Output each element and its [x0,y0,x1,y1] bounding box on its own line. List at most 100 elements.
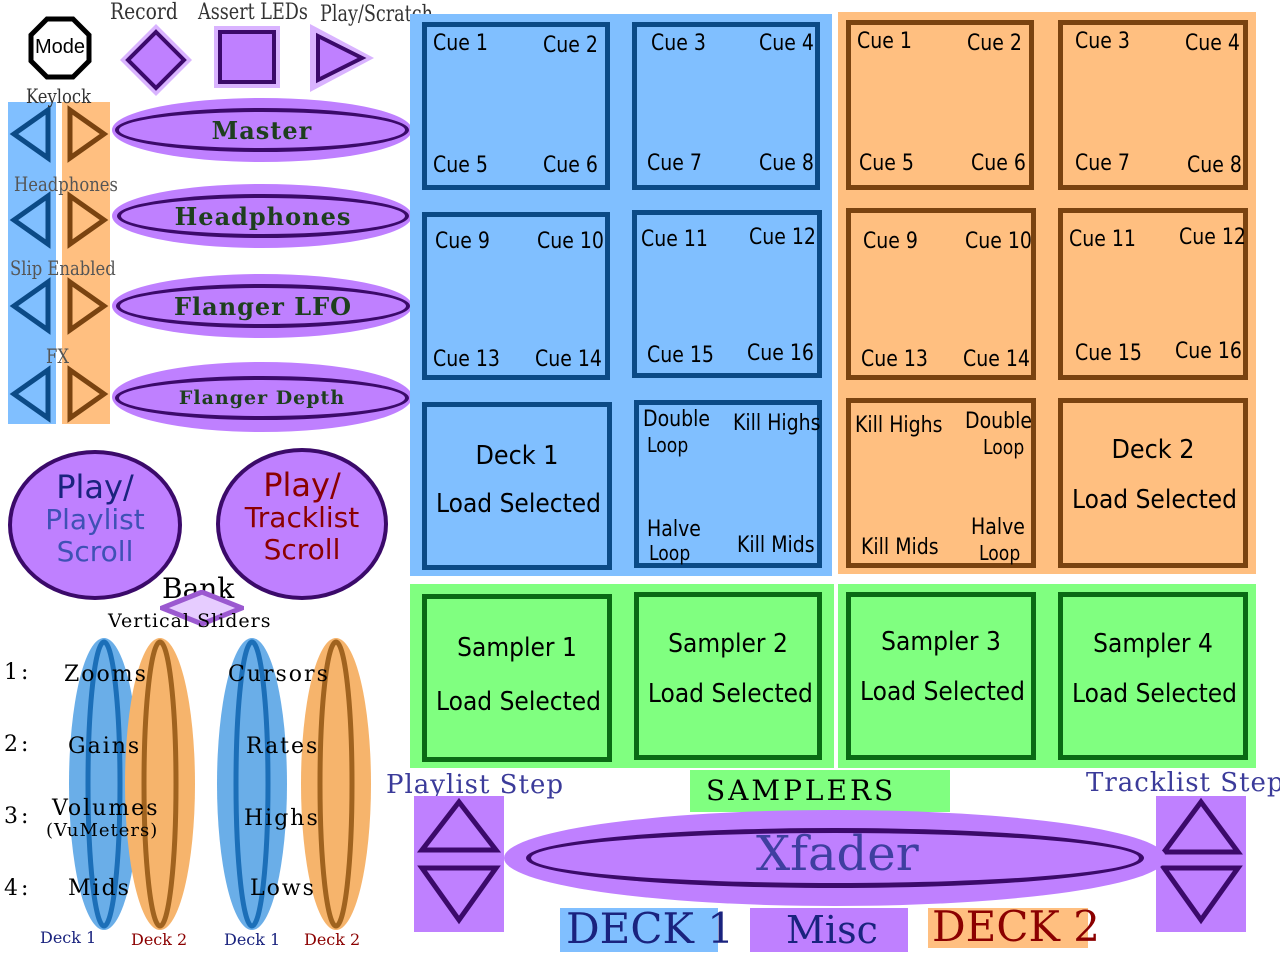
double-label: Double [965,409,1033,434]
sampler-4-line1: Sampler 4 [1093,629,1213,659]
cue-label: Cue 9 [435,229,490,254]
flanger-lfo-label: Flanger LFO [173,291,353,321]
flanger-depth-label: Flanger Depth [178,387,346,409]
play-right-line1: Play/ [263,466,341,504]
deck2-pad-cue-1-6[interactable]: Cue 1 Cue 2 Cue 5 Cue 6 [846,20,1034,190]
cue-label: Cue 2 [543,33,598,58]
cue-label: Cue 9 [863,229,918,254]
slip-left-arrow-icon [9,277,51,335]
sampler-1-pad[interactable]: Sampler 1 Load Selected [422,594,612,762]
cue-label: Cue 15 [647,343,714,368]
play-playlist-scroll-button[interactable]: Play/ Playlist Scroll [8,450,182,600]
cue-label: Cue 11 [1069,227,1136,252]
play-tracklist-scroll-button[interactable]: Play/ Tracklist Scroll [216,448,388,600]
sampler-4-pad[interactable]: Sampler 4 Load Selected [1058,592,1248,760]
slider-mids[interactable]: Mids [68,876,131,901]
sampler-2-pad[interactable]: Sampler 2 Load Selected [634,592,822,760]
bank-diamond-icon[interactable] [160,590,244,626]
slider-cursors[interactable]: Cursors [228,662,330,687]
deck2-pad-cue-9-14[interactable]: Cue 9 Cue 10 Cue 13 Cue 14 [846,208,1036,380]
flanger-depth-knob[interactable]: Flanger Depth [112,362,412,432]
headphones-knob[interactable]: Headphones [112,184,412,248]
play-left-line3: Scroll [56,535,134,568]
tracklist-step-buttons[interactable] [1156,796,1246,932]
slider-deck1-caption-b: Deck 1 [224,930,281,949]
samplers-label-box [690,770,950,812]
deck1-pad-area [410,14,832,576]
deck2-pad-cue-11-16[interactable]: Cue 11 Cue 12 Cue 15 Cue 16 [1058,208,1248,380]
deck1-pad-cue-11-16[interactable]: Cue 11 Cue 12 Cue 15 Cue 16 [632,210,822,378]
mode-button[interactable]: Mode [28,16,92,80]
kill-mids-label: Kill Mids [737,533,815,558]
headphones-right-arrow-icon [67,191,109,249]
kill-highs-label: Kill Highs [733,411,821,436]
cue-label: Cue 13 [861,347,928,372]
fx-label: FX [46,344,70,368]
cue-label: Cue 5 [859,151,914,176]
sampler-3-line1: Sampler 3 [881,627,1001,657]
master-knob[interactable]: Master [112,98,412,162]
cue-label: Cue 11 [641,227,708,252]
playlist-step-buttons[interactable] [414,796,504,932]
cue-label: Cue 16 [1175,339,1242,364]
halve-label: Halve [971,515,1025,540]
cue-label: Cue 12 [1179,225,1246,250]
slider-deck2-caption-b: Deck 2 [304,930,361,949]
deck2-loop-pad[interactable]: Kill Highs Double Loop Kill Mids Halve L… [846,398,1036,568]
deck1-pad-cue-3-8[interactable]: Cue 3 Cue 4 Cue 7 Cue 8 [632,22,820,190]
xfader-track [526,828,1144,888]
deck2-pad-cue-3-8[interactable]: Cue 3 Cue 4 Cue 7 Cue 8 [1058,20,1248,190]
cue-label: Cue 8 [1187,153,1242,178]
double-loop-label: Loop [983,435,1025,459]
headphones-left-arrow-icon [9,191,51,249]
tracklist-step-label: Tracklist Step [1086,768,1280,798]
play-right-line2: Tracklist [244,501,360,534]
keylock-left-arrow-icon [9,105,51,163]
play-triangle-icon[interactable] [306,22,376,94]
deck1-loop-pad[interactable]: Double Loop Kill Highs Halve Loop Kill M… [634,400,822,568]
headphones-knob-label: Headphones [174,201,352,231]
deck1-pad-cue-1-6[interactable]: Cue 1 Cue 2 Cue 5 Cue 6 [422,22,610,190]
slider-zooms[interactable]: Zooms [64,662,148,687]
deck2-load-selected-pad[interactable]: Deck 2 Load Selected [1058,398,1248,568]
cue-label: Cue 14 [535,347,602,372]
record-diamond-icon[interactable] [118,22,194,98]
legend-misc-label: Misc [786,908,878,952]
up-down-arrows-icon [416,797,502,925]
play-right-line3: Scroll [263,533,341,566]
mode-label: Mode [35,36,86,58]
deck1-load-selected-pad[interactable]: Deck 1 Load Selected [422,402,612,570]
keylock-right-arrow-icon [67,105,109,163]
deck1-pad-cue-9-14[interactable]: Cue 9 Cue 10 Cue 13 Cue 14 [422,212,610,380]
deck1-load-line2: Load Selected [436,489,602,519]
slider-deck2-caption-a: Deck 2 [131,930,188,949]
cue-label: Cue 6 [971,151,1026,176]
vertical-sliders-label: Vertical Sliders [108,610,272,632]
slider-gains[interactable]: Gains [68,734,142,759]
slider-row-num-1: 1: [4,660,32,685]
record-label: Record [110,0,178,25]
legend-deck2: DECK 2 [928,902,1100,951]
cue-label: Cue 6 [543,153,598,178]
deck2-pad-area [838,12,1256,574]
slider-row-num-3: 3: [4,804,32,829]
sampler-3-pad[interactable]: Sampler 3 Load Selected [846,592,1036,760]
octagon-icon [28,16,92,80]
samplers-label: SAMPLERS [706,774,897,807]
side-arrows [9,105,109,423]
xfader[interactable]: Xfader [504,810,1166,906]
fx-left-arrow-icon [9,365,51,423]
slider-volumes[interactable]: Volumes [52,796,160,821]
cue-label: Cue 8 [759,151,814,176]
slider-lows[interactable]: Lows [250,876,316,901]
sampler-4-line2: Load Selected [1072,679,1238,709]
playlist-step-label: Playlist Step [386,770,564,800]
sampler-2-line2: Load Selected [647,679,813,709]
slider-highs[interactable]: Highs [244,806,320,831]
deck1-load-line1: Deck 1 [475,441,559,471]
play-left-line2: Playlist [45,503,145,536]
cue-label: Cue 12 [749,225,816,250]
flanger-lfo-knob[interactable]: Flanger LFO [112,274,412,338]
slider-rates[interactable]: Rates [246,734,320,759]
assert-leds-square-icon[interactable] [214,26,280,88]
